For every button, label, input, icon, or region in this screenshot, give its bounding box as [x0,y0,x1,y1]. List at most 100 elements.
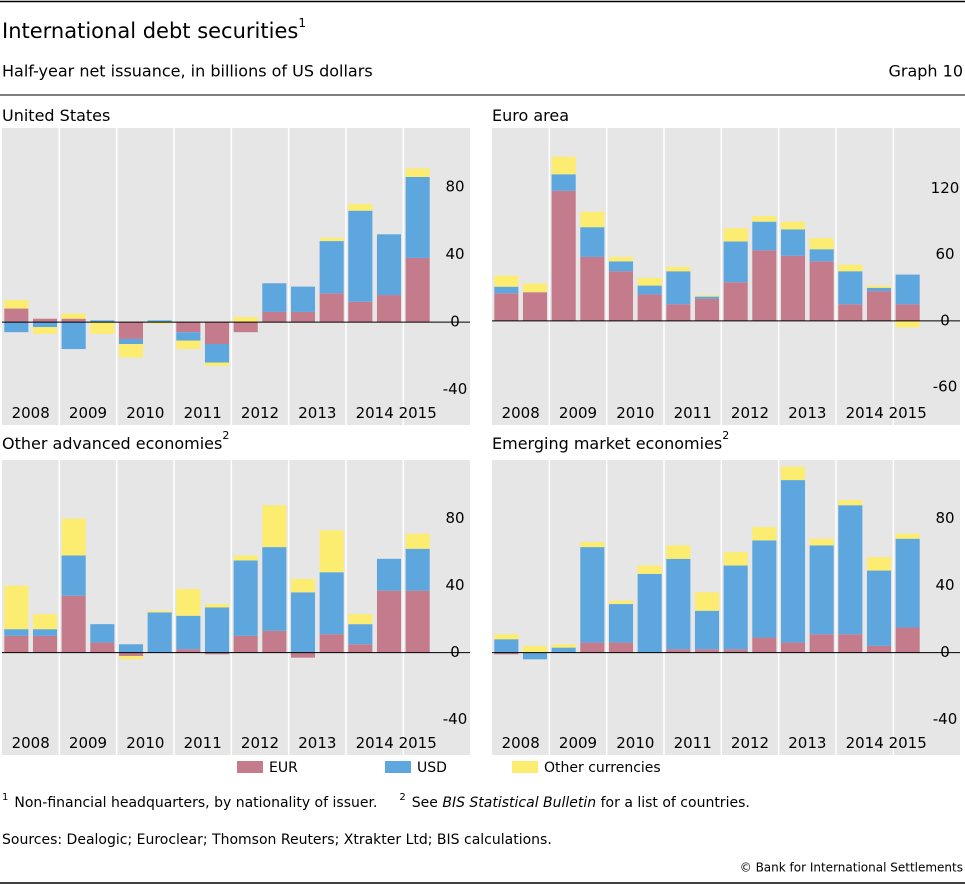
bar-segment [262,283,287,312]
bar-segment [666,558,691,650]
bar-segment [723,282,748,321]
bar-segment [895,304,920,321]
legend-label: USD [417,760,447,776]
legend-swatch [512,761,538,773]
x-tick-label: 2009 [69,734,107,752]
sources: Sources: Dealogic; Euroclear; Thomson Re… [2,832,552,848]
x-tick-label: 2014 [846,404,884,422]
bar-segment [752,221,777,251]
bar-segment [319,241,344,294]
x-tick-label: 2011 [674,404,712,422]
bar-segment [694,296,720,299]
bar-segment [608,271,634,321]
x-tick-label: 2008 [502,404,540,422]
y-tick-label: 40 [935,576,954,594]
bar-segment [780,229,806,256]
bar-segment [494,275,519,287]
bar-segment [895,627,920,653]
bar-segment [32,614,58,630]
bar-segment [348,301,373,323]
footnote-text: See [412,795,443,811]
bar-segment [376,234,402,296]
bar-segment [580,547,605,643]
bar-segment [348,614,373,625]
x-tick-label: 2008 [502,734,540,752]
bar-segment [694,610,720,650]
x-tick-label: 2015 [889,404,927,422]
bar-segment [723,241,748,283]
bar-segment [204,604,230,608]
x-tick-label: 2013 [788,404,826,422]
bar-segment [147,320,172,323]
x-tick-label: 2008 [12,734,50,752]
bar-segment [147,322,172,324]
bar-segment [637,573,662,653]
bar-segment [809,538,834,546]
bar-segment [838,304,863,321]
x-tick-label: 2011 [184,734,222,752]
bar-segment [147,612,172,653]
bar-segment [4,635,29,653]
bar-segment [376,558,402,591]
bar-segment [176,332,201,341]
bar-segment [32,635,58,653]
panel-title-text: Emerging market economies [492,434,722,453]
bar-segment [118,655,144,660]
footnote-text: for a list of countries. [596,795,750,811]
bar-segment [348,210,373,302]
bar-segment [90,642,115,653]
bar-segment [204,322,230,344]
bar-segment [32,318,58,323]
footnote-text: Non-financial headquarters, by nationali… [14,795,377,811]
legend-label: EUR [269,760,298,776]
bar-segment [348,203,373,211]
bar-segment [895,533,920,539]
subtitle: Half-year net issuance, in billions of U… [2,62,373,81]
panel-title: Emerging market economies2 [492,429,729,453]
bar-segment [118,322,144,339]
bar-segment [319,237,344,242]
bar-segment [405,257,430,323]
x-tick-label: 2013 [298,404,336,422]
bar-segment [752,637,777,653]
bar-segment [405,590,430,653]
x-tick-label: 2009 [559,734,597,752]
bar-segment [551,190,576,321]
bar-segment [895,320,920,328]
bar-segment [290,592,316,653]
panel-title-note: 2 [222,429,229,442]
bar-segment [118,344,144,358]
x-tick-label: 2011 [184,404,222,422]
bar-segment [608,604,634,643]
bar-segment [290,652,316,658]
bar-segment [780,221,806,230]
bar-segment [290,286,316,312]
legend-label: Other currencies [544,760,661,776]
bar-segment [809,249,834,262]
x-tick-label: 2012 [731,734,769,752]
bar-segment [233,560,258,636]
bar-segment [118,338,144,344]
bar-segment [666,304,691,321]
bar-segment [319,572,344,635]
bar-segment [637,565,662,574]
bar-segment [61,318,86,323]
bar-segment [580,542,605,548]
bar-segment [90,320,115,323]
panel-title: United States [2,106,110,125]
bar-segment [838,271,863,305]
bar-segment [405,168,430,177]
x-tick-label: 2012 [731,404,769,422]
bar-segment [204,652,230,655]
y-tick-label: -40 [443,710,468,728]
bar-segment [262,630,287,653]
footnote-1: 1 Non-financial headquarters, by national… [2,792,750,811]
y-tick-label: 40 [445,576,464,594]
title: International debt securities1 [2,16,306,44]
bar-segment [723,552,748,566]
y-tick-label: -40 [443,380,468,398]
bar-segment [319,634,344,653]
x-tick-label: 2011 [674,734,712,752]
bar-segment [405,176,430,258]
